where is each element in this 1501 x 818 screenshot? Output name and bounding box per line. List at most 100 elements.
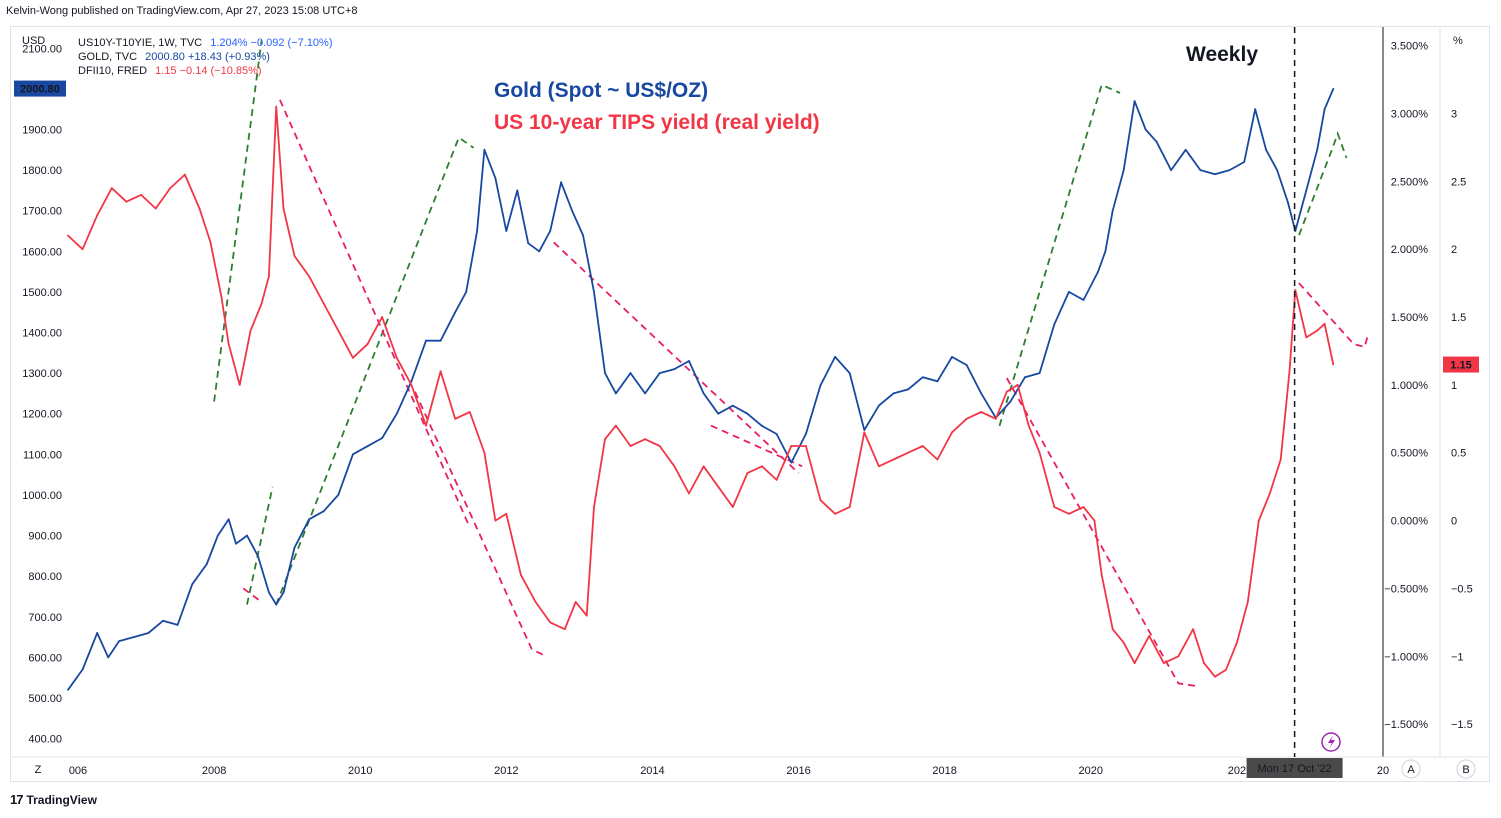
series-point-dfii10 — [1279, 458, 1282, 461]
series-point-gold — [1068, 291, 1070, 293]
series-point-dfii10 — [483, 451, 486, 454]
series-point-gold — [395, 412, 398, 415]
series-point-dfii10 — [1192, 628, 1194, 631]
series-point-gold — [538, 250, 541, 253]
series-point-gold — [571, 209, 573, 212]
legend-row-dfii10[interactable]: DFII10, FRED 1.15 −0.14 (−10.85%) — [78, 64, 333, 78]
left-axis-tick: 1200.00 — [22, 409, 62, 421]
tradingview-logo-icon: 17 — [10, 792, 24, 807]
legend: US10Y-T10YIE, 1W, TVC 1.204% −0.092 (−7.… — [78, 36, 333, 78]
series-point-dfii10 — [275, 105, 278, 108]
tips-yield-label: 1.15 — [1450, 360, 1471, 372]
left-axis-tick: 400.00 — [28, 734, 62, 746]
series-point-dfii10 — [965, 417, 968, 420]
right-axis-pct-tick: 1.000% — [1391, 380, 1429, 392]
series-point-dfii10 — [337, 329, 340, 332]
series-point-gold — [615, 392, 617, 395]
series-point-gold — [688, 360, 690, 362]
right-axis-num-tick: −1.5 — [1451, 719, 1473, 731]
chart-title-gold: Gold (Spot ~ US$/OZ) — [494, 79, 709, 102]
series-point-gold — [1199, 169, 1202, 172]
series-point-dfii10 — [140, 194, 143, 196]
series-point-gold — [410, 380, 413, 383]
series-point-dfii10 — [1294, 289, 1297, 291]
series-point-gold — [1254, 108, 1257, 111]
series-point-gold — [516, 189, 519, 192]
series-point-dfii10 — [593, 506, 595, 508]
legend-row-us10y[interactable]: US10Y-T10YIE, 1W, TVC 1.204% −0.092 (−7.… — [78, 36, 333, 50]
event-marker-icon[interactable] — [1321, 732, 1341, 752]
scale-button-b-ring[interactable] — [1456, 759, 1476, 779]
series-point-dfii10 — [790, 445, 793, 447]
trendline-pink — [1298, 282, 1370, 348]
right-axis-pct-tick: 2.500% — [1391, 176, 1429, 188]
trendline-pink — [414, 391, 547, 658]
series-line-gold[interactable] — [67, 88, 1335, 691]
series-point-dfii10 — [308, 275, 310, 278]
series-point-gold — [629, 372, 632, 374]
left-axis-tick: 1500.00 — [22, 287, 62, 299]
series-point-dfii10 — [1053, 506, 1056, 508]
series-point-gold — [1133, 100, 1136, 102]
series-point-dfii10 — [1268, 492, 1271, 495]
scale-button-a-ring[interactable] — [1401, 759, 1421, 779]
series-point-gold — [673, 368, 676, 370]
trendline-green — [213, 40, 263, 402]
series-point-dfii10 — [1133, 662, 1136, 664]
series-point-dfii10 — [1305, 336, 1308, 339]
chart-pane[interactable] — [10, 26, 1490, 782]
series-point-dfii10 — [494, 519, 497, 522]
scale-button-a: A — [1407, 764, 1415, 776]
series-point-gold — [352, 453, 354, 456]
series-point-gold — [1155, 140, 1158, 143]
series-point-gold — [980, 392, 983, 395]
series-point-gold — [1316, 148, 1319, 151]
x-axis-tick: 2010 — [348, 765, 372, 777]
x-axis-tick: 2014 — [640, 765, 664, 777]
series-point-gold — [494, 177, 497, 180]
series-point-dfii10 — [293, 255, 296, 257]
series-point-gold — [1265, 148, 1267, 151]
series-point-gold — [775, 433, 778, 435]
series-point-gold — [921, 376, 924, 379]
series-point-dfii10 — [260, 302, 263, 305]
series-point-dfii10 — [936, 458, 939, 461]
series-point-gold — [1228, 169, 1231, 172]
right-axis-pct-tick: 3.000% — [1391, 108, 1429, 120]
series-point-dfii10 — [454, 417, 457, 420]
series-point-dfii10 — [125, 200, 128, 203]
series-point-dfii10 — [1332, 363, 1335, 366]
series-point-dfii10 — [322, 302, 325, 305]
legend-symbol: GOLD, TVC — [78, 51, 138, 63]
series-point-gold — [1287, 201, 1289, 204]
legend-symbol: US10Y-T10YIE, 1W, TVC — [78, 37, 203, 49]
legend-row-gold[interactable]: GOLD, TVC 2000.80 +18.43 (+0.93%) — [78, 50, 333, 64]
series-point-dfii10 — [410, 384, 413, 386]
series-point-gold — [1144, 128, 1147, 131]
series-point-dfii10 — [520, 574, 522, 576]
left-axis-tick: 1300.00 — [22, 368, 62, 380]
series-point-gold — [107, 656, 110, 659]
trendline-green — [275, 136, 475, 605]
series-point-dfii10 — [819, 499, 822, 502]
series-point-dfii10 — [268, 275, 270, 278]
series-point-dfii10 — [1111, 628, 1114, 631]
series-point-gold — [717, 412, 720, 415]
footer-brand[interactable]: 17 TradingView — [10, 792, 97, 807]
series-point-gold — [268, 591, 270, 594]
series-point-gold — [951, 356, 953, 358]
series-point-dfii10 — [67, 234, 69, 237]
series-point-gold — [1053, 323, 1056, 326]
series-point-dfii10 — [1288, 370, 1291, 373]
right-axis-pct-tick: −1.500% — [1384, 719, 1428, 731]
series-point-dfii10 — [1203, 662, 1205, 664]
series-point-dfii10 — [1016, 384, 1019, 386]
series-point-gold — [176, 624, 179, 626]
series-point-dfii10 — [439, 370, 442, 373]
series-line-dfii10[interactable] — [67, 105, 1335, 678]
series-point-gold — [1038, 372, 1041, 374]
x-axis-tick: 006 — [69, 765, 87, 777]
series-point-gold — [476, 230, 478, 232]
series-point-dfii10 — [1225, 669, 1227, 671]
